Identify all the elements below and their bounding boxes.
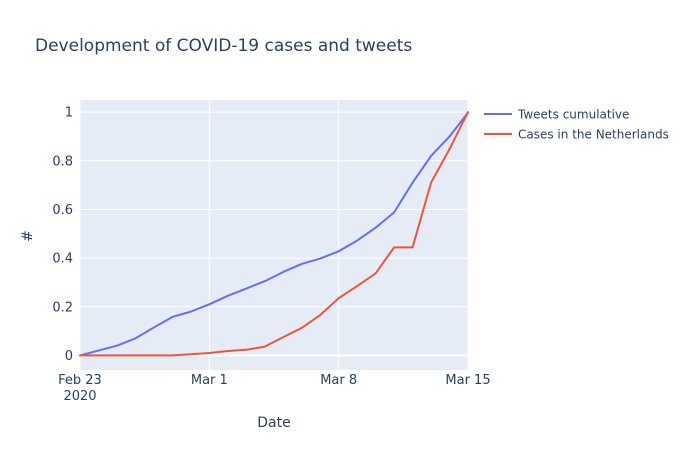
y-tick-labels: 0 0.2 0.4 0.6 0.8 1 [52, 106, 73, 364]
y-tick-label: 0.8 [52, 154, 73, 169]
x-tick-label: Feb 23 [58, 373, 102, 388]
y-tick-label: 1 [65, 106, 73, 121]
x-tick-label: Mar 15 [445, 373, 490, 388]
y-tick-label: 0.4 [52, 252, 73, 267]
y-tick-label: 0.6 [52, 203, 73, 218]
x-tick-label: Mar 8 [320, 373, 357, 388]
series-line-2 [79, 111, 469, 357]
y-axis-title: # [20, 230, 36, 242]
plot-area [80, 100, 468, 370]
x-gridlines [79, 100, 469, 370]
x-tick-label: Mar 1 [191, 373, 228, 388]
y-tick-label: 0.2 [52, 300, 73, 315]
y-tick-label: 0 [65, 349, 73, 364]
x-tick-year-label: 2020 [63, 389, 96, 404]
legend-label: Cases in the Netherlands [518, 128, 669, 142]
legend: Tweets cumulative Cases in the Netherland… [484, 108, 669, 142]
chart-title: Development of COVID-19 cases and tweets [35, 36, 412, 56]
series-line-1 [79, 111, 469, 357]
x-axis-title: Date [257, 415, 290, 431]
series-layer [79, 111, 469, 357]
legend-label: Tweets cumulative [517, 108, 629, 122]
